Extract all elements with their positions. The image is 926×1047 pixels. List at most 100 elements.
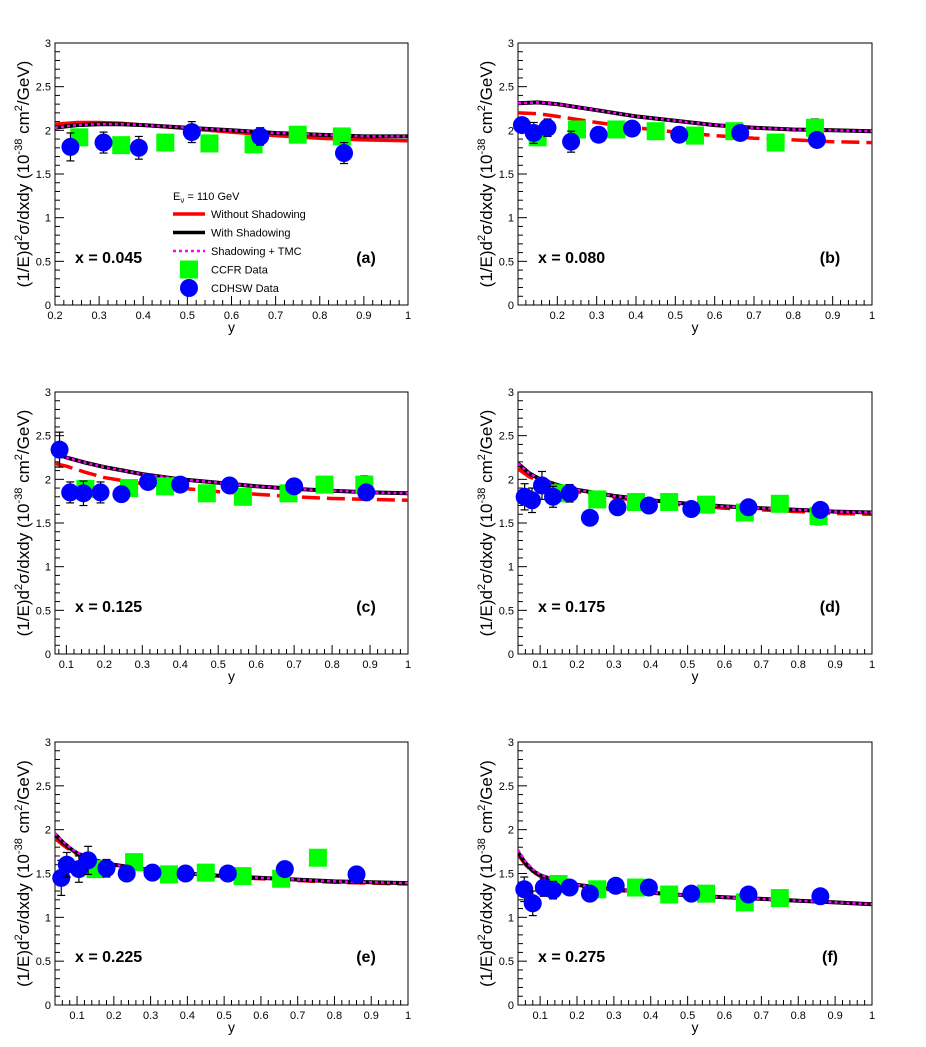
x-tick-label: 0.9 <box>362 659 377 671</box>
x-tick-label: 1 <box>869 310 875 322</box>
cdhsw-point <box>670 125 689 144</box>
x-tick-label: 0.6 <box>707 310 722 322</box>
x-tick-label: 0.3 <box>606 659 621 671</box>
ccfr-marker <box>156 477 175 496</box>
y-tick-label: 1.5 <box>499 869 514 881</box>
legend-label: With Shadowing <box>211 228 291 240</box>
x-tick-label: 0.6 <box>717 659 732 671</box>
ccfr-marker <box>770 889 789 908</box>
cdhsw-marker <box>608 498 627 517</box>
cdhsw-marker <box>532 476 551 495</box>
ccfr-point <box>697 884 716 903</box>
x-tick-label: 0.2 <box>550 310 565 322</box>
y-tick-label: 2.5 <box>499 431 514 443</box>
x-tick-label: 0.5 <box>216 1010 231 1022</box>
cdhsw-marker <box>117 864 136 883</box>
panel-a: 0 0.5 1 1.5 2 2.5 3 0.2 0.3 0.4 0.5 0.6 0.7 0.8 0.9 1 y (… <box>13 38 411 335</box>
ccfr-point <box>197 484 216 503</box>
cdhsw-point <box>524 121 543 145</box>
ccfr-point <box>156 133 175 152</box>
x-tick-label: 0.9 <box>827 1010 842 1022</box>
legend-label: CDHSW Data <box>211 283 280 295</box>
y-tick-label: 0 <box>508 649 514 661</box>
ccfr-marker <box>197 484 216 503</box>
y-tick-label: 3 <box>508 387 514 399</box>
x-tick-label: 0.5 <box>180 310 195 322</box>
cdhsw-point <box>79 845 98 875</box>
y-axis-label: (1/E)d2σ/dxdy (10-38 cm2/GeV) <box>476 760 496 987</box>
y-axis-label: (1/E)d2σ/dxdy (10-38 cm2/GeV) <box>13 61 33 288</box>
ccfr-marker <box>156 133 175 152</box>
cdhsw-marker <box>670 125 689 144</box>
y-tick-label: 0.5 <box>499 256 514 268</box>
y-tick-label: 0.5 <box>36 605 51 617</box>
x-tick-label: 0.8 <box>786 310 801 322</box>
y-tick-label: 0.5 <box>499 956 514 968</box>
cdhsw-point <box>97 858 116 878</box>
legend-circle-marker <box>180 279 198 297</box>
x-tick-label: 0.5 <box>211 659 226 671</box>
x-tick-label: 0.2 <box>97 659 112 671</box>
legend-label: CCFR Data <box>211 265 269 277</box>
x-tick-label: 1 <box>405 310 411 322</box>
ccfr-point <box>233 867 252 886</box>
cdhsw-marker <box>606 876 625 895</box>
cdhsw-marker <box>335 144 354 163</box>
cdhsw-marker <box>97 859 116 878</box>
x-tick-label: 0.4 <box>136 310 151 322</box>
ccfr-marker <box>627 878 645 897</box>
cdhsw-marker <box>218 864 237 883</box>
cdhsw-marker <box>560 484 579 503</box>
legend-item-cdhsw-data: CDHSW Data <box>180 279 280 297</box>
legend-label: Shadowing + TMC <box>211 246 302 258</box>
ccfr-marker <box>112 136 131 155</box>
y-tick-label: 2 <box>45 474 51 486</box>
x-axis-label: y <box>228 319 235 335</box>
ccfr-marker <box>588 490 607 509</box>
cdhsw-point <box>171 475 190 494</box>
x-tick-label: 0.7 <box>754 1010 769 1022</box>
cdhsw-point <box>220 476 239 495</box>
cdhsw-marker <box>560 878 579 897</box>
cdhsw-point <box>523 890 542 917</box>
cdhsw-point <box>608 498 627 517</box>
x-tick-label: 0.3 <box>91 310 106 322</box>
ccfr-point <box>288 125 307 144</box>
y-tick-label: 3 <box>45 38 51 50</box>
cdhsw-marker <box>544 487 563 506</box>
cdhsw-point <box>182 120 201 144</box>
legend-item-without-shadowing: Without Shadowing <box>173 209 306 221</box>
y-tick-label: 1 <box>508 912 514 924</box>
x-tick-label: 0.9 <box>364 1010 379 1022</box>
panel-f: 0 0.5 1 1.5 2 2.5 3 0.1 0.2 0.3 0.4 0.5 0.6 0.7 0.8 0.9… <box>476 737 875 1035</box>
y-tick-label: 0 <box>45 649 51 661</box>
cdhsw-marker <box>171 475 190 494</box>
cdhsw-marker <box>580 884 599 903</box>
x-tick-label: 0.7 <box>746 310 761 322</box>
y-tick-label: 3 <box>45 387 51 399</box>
panel-d: 0 0.5 1 1.5 2 2.5 3 0.1 0.2 0.3 0.4 0.5 0.6 0.7 0.8 0.9… <box>476 387 875 684</box>
x-tick-label: 0.9 <box>827 659 842 671</box>
x-tick-label: 0.4 <box>628 310 643 322</box>
ccfr-marker <box>308 848 327 867</box>
y-axis-label: (1/E)d2σ/dxdy (10-38 cm2/GeV) <box>476 61 496 288</box>
cdhsw-marker <box>811 887 830 906</box>
cdhsw-marker <box>61 483 80 502</box>
cdhsw-point <box>285 477 304 496</box>
ccfr-marker <box>288 125 307 144</box>
cdhsw-marker <box>544 881 563 900</box>
legend-item-ccfr-data: CCFR Data <box>180 260 269 279</box>
x-tick-label: 0.6 <box>249 659 264 671</box>
cdhsw-marker <box>112 485 131 504</box>
x-tick-label: 0.2 <box>106 1010 121 1022</box>
cdhsw-marker <box>682 500 701 519</box>
cdhsw-marker <box>589 125 608 144</box>
cdhsw-marker <box>538 118 557 137</box>
x-tick-label: 0.5 <box>680 659 695 671</box>
cdhsw-point <box>807 130 826 149</box>
ccfr-marker <box>770 494 789 513</box>
cdhsw-marker <box>285 477 304 496</box>
x-tick-label: 0.1 <box>532 659 547 671</box>
ccfr-marker <box>196 863 215 882</box>
